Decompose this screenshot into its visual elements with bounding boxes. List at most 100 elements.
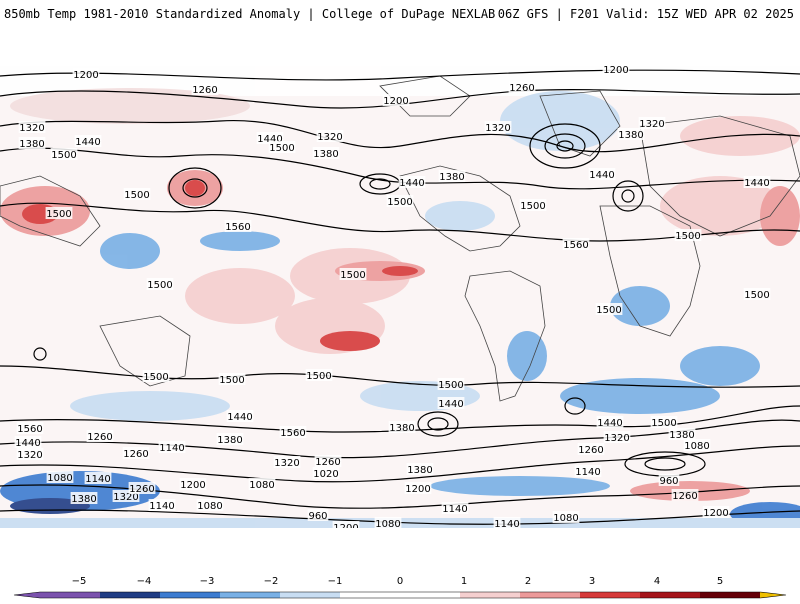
contour-label: 1440 xyxy=(744,178,769,189)
contour-label: 1440 xyxy=(597,418,622,429)
contour-label: 1500 xyxy=(438,380,463,391)
contour-label: 1380 xyxy=(19,139,44,150)
colorbar-right-arrow xyxy=(760,592,786,598)
colorbar-tick-label: −1 xyxy=(328,576,343,587)
colorbar-segment xyxy=(280,592,341,598)
colorbar-svg: −5 −4 −3 −2 −1 0 1 2 3 4 5 xyxy=(13,576,787,599)
contour-label: 1140 xyxy=(159,443,184,454)
colorbar-segment xyxy=(160,592,221,598)
contour-label: 1500 xyxy=(51,150,76,161)
contour-label: 1260 xyxy=(87,432,112,443)
contour-label: 1200 xyxy=(383,96,408,107)
run-valid-time: 06Z GFS | F201 Valid: 15Z WED APR 02 202… xyxy=(497,7,794,21)
contour-label: 1260 xyxy=(129,484,154,495)
continent-outlines xyxy=(0,75,800,402)
contour-label: 1200 xyxy=(333,523,358,528)
contour-label: 1440 xyxy=(399,178,424,189)
contour-label: 1440 xyxy=(257,134,282,145)
contour-label: 1560 xyxy=(280,428,305,439)
colorbar-tick-label: −4 xyxy=(137,576,152,587)
contour-label: 1080 xyxy=(375,519,400,528)
contour-label: 1440 xyxy=(15,438,40,449)
anomaly-shading xyxy=(0,66,800,528)
contour-label: 1320 xyxy=(485,123,510,134)
contour-label: 960 xyxy=(659,476,678,487)
contour-label: 1260 xyxy=(509,83,534,94)
contour-label: 1260 xyxy=(315,457,340,468)
contour-label: 1380 xyxy=(389,423,414,434)
contour-label: 1500 xyxy=(269,143,294,154)
contour-label: 1500 xyxy=(143,372,168,383)
colorbar-segment xyxy=(700,592,761,598)
contour-label: 1380 xyxy=(407,465,432,476)
colorbar: −5 −4 −3 −2 −1 0 1 2 3 4 5 xyxy=(0,568,800,600)
contour-label: 1260 xyxy=(123,449,148,460)
contour-label: 1500 xyxy=(147,280,172,291)
contour-label: 1260 xyxy=(672,491,697,502)
colorbar-segment xyxy=(220,592,281,598)
contour-label: 1380 xyxy=(618,130,643,141)
colorbar-segment xyxy=(100,592,161,598)
contour-label: 1560 xyxy=(17,424,42,435)
contour-label: 1200 xyxy=(603,66,628,76)
colorbar-left-arrow xyxy=(14,592,40,598)
contour-label: 1320 xyxy=(17,450,42,461)
contour-label: 1080 xyxy=(47,473,72,484)
anomaly-map: 1200 1200 1200 1260 1260 1320 1320 1320 1320 1380… xyxy=(0,66,800,528)
colorbar-segment xyxy=(580,592,641,598)
colorbar-segments xyxy=(13,591,787,599)
contour-label: 1260 xyxy=(578,445,603,456)
contour-label: 1140 xyxy=(85,474,110,485)
contour-label: 1080 xyxy=(553,513,578,524)
contour-label: 1320 xyxy=(19,123,44,134)
colorbar-tick-label: 2 xyxy=(525,576,531,587)
colorbar-tick-label: −2 xyxy=(264,576,279,587)
colorbar-tick-label: 4 xyxy=(654,576,660,587)
colorbar-tick-label: 3 xyxy=(589,576,595,587)
colorbar-segment xyxy=(460,592,521,598)
contour-label: 1500 xyxy=(744,290,769,301)
contour-label: 1320 xyxy=(274,458,299,469)
contour-label: 1200 xyxy=(73,70,98,81)
contour-label: 1500 xyxy=(387,197,412,208)
contour-label: 1380 xyxy=(71,494,96,505)
colorbar-segment xyxy=(520,592,581,598)
colorbar-tick-label: 0 xyxy=(397,576,403,587)
contour-label: 1500 xyxy=(675,231,700,242)
contour-label: 1200 xyxy=(180,480,205,491)
contour-label: 1080 xyxy=(249,480,274,491)
contour-label: 1560 xyxy=(225,222,250,233)
contour-label: 1140 xyxy=(575,467,600,478)
map-title: 850mb Temp 1981-2010 Standardized Anomal… xyxy=(4,7,496,21)
contour-label: 1080 xyxy=(684,441,709,452)
contour-label: 1500 xyxy=(306,371,331,382)
colorbar-tick-label: 1 xyxy=(461,576,467,587)
colorbar-ticks: −5 −4 −3 −2 −1 0 1 2 3 4 5 xyxy=(72,576,724,587)
contour-label: 1500 xyxy=(219,375,244,386)
contour-label: 1320 xyxy=(113,492,138,503)
contour-label: 1380 xyxy=(439,172,464,183)
colorbar-tick-label: −3 xyxy=(200,576,215,587)
contour-label: 1500 xyxy=(596,305,621,316)
contour-label: 1260 xyxy=(192,85,217,96)
colorbar-segment xyxy=(640,592,701,598)
contour-label: 1500 xyxy=(651,418,676,429)
contour-label: 1500 xyxy=(520,201,545,212)
contour-label: 1200 xyxy=(703,508,728,519)
contour-label: 1440 xyxy=(227,412,252,423)
map-background xyxy=(0,66,800,528)
contour-label: 1440 xyxy=(438,399,463,410)
contour-label: 1320 xyxy=(604,433,629,444)
contour-label: 1500 xyxy=(46,209,71,220)
contour-label: 1440 xyxy=(589,170,614,181)
contour-label: 1140 xyxy=(149,501,174,512)
contour-label: 1380 xyxy=(313,149,338,160)
colorbar-tick-label: 5 xyxy=(717,576,723,587)
contour-label: 1560 xyxy=(563,240,588,251)
contour-label: 1320 xyxy=(639,119,664,130)
colorbar-segment xyxy=(340,592,401,598)
header: 850mb Temp 1981-2010 Standardized Anomal… xyxy=(0,0,800,30)
colorbar-tick-label: −5 xyxy=(72,576,87,587)
contour-label: 1440 xyxy=(75,137,100,148)
